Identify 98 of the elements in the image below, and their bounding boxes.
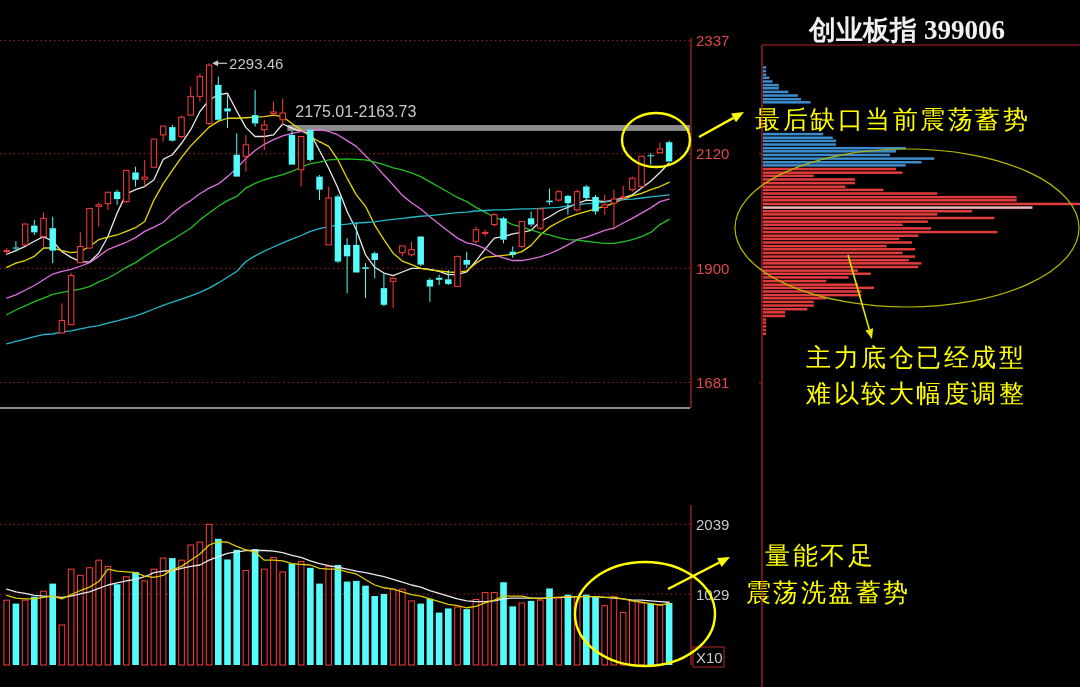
bar xyxy=(491,592,498,666)
bar xyxy=(537,599,544,666)
bar xyxy=(196,541,204,666)
bar xyxy=(77,574,84,666)
bar xyxy=(638,602,645,666)
bar xyxy=(763,206,1033,209)
bar xyxy=(592,596,599,665)
bar xyxy=(233,549,241,665)
bar xyxy=(463,609,471,665)
bar xyxy=(610,596,618,666)
tick-label: 2039 xyxy=(696,515,730,533)
bar xyxy=(399,588,406,666)
tick-label: 1900 xyxy=(696,259,730,277)
bar xyxy=(763,94,798,97)
bar xyxy=(509,606,517,665)
annotation: 2293.46 xyxy=(229,54,284,72)
bar xyxy=(763,248,916,251)
bar xyxy=(426,598,434,665)
bar xyxy=(178,559,185,666)
tick-label: 2337 xyxy=(696,32,730,50)
bar xyxy=(261,568,268,666)
bar xyxy=(215,538,222,665)
bar xyxy=(325,565,333,666)
bar xyxy=(481,592,489,666)
bar xyxy=(95,559,103,666)
bar xyxy=(123,576,130,666)
bar xyxy=(113,584,121,665)
tick-label: 2120 xyxy=(696,145,730,163)
annotation: 最后缺口当前震荡蓄势 xyxy=(755,104,1030,133)
tick-label: 1681 xyxy=(696,373,730,391)
bar xyxy=(279,571,287,666)
bar xyxy=(389,588,397,666)
bar xyxy=(763,321,767,324)
bar xyxy=(86,567,93,666)
bar xyxy=(472,598,480,666)
bar xyxy=(3,599,11,666)
bar xyxy=(12,603,20,665)
bar xyxy=(647,603,655,665)
bar xyxy=(242,570,250,666)
bar xyxy=(583,594,590,665)
bar xyxy=(555,597,563,666)
bar xyxy=(132,571,139,665)
band-label: 2175.01-2163.73 xyxy=(295,102,417,120)
bar xyxy=(408,600,415,666)
annotation: 量能不足 xyxy=(765,541,875,569)
bar xyxy=(307,567,314,665)
bar xyxy=(763,262,922,265)
bar xyxy=(371,596,379,665)
axis-unit: X10 xyxy=(692,646,725,668)
bar xyxy=(500,582,507,665)
bar xyxy=(763,73,767,76)
bar xyxy=(763,241,912,244)
bar xyxy=(518,602,526,666)
bar xyxy=(435,612,443,665)
bar xyxy=(380,593,388,665)
bar xyxy=(417,603,425,665)
bar xyxy=(141,580,149,666)
bar xyxy=(656,604,664,666)
bar xyxy=(546,588,553,665)
bar xyxy=(362,585,369,665)
bar xyxy=(67,568,75,666)
bar xyxy=(527,600,535,665)
bar xyxy=(150,568,158,666)
bar xyxy=(763,101,811,104)
bar xyxy=(224,559,231,665)
bar xyxy=(288,563,296,665)
bar xyxy=(31,596,38,665)
bar xyxy=(763,178,855,181)
annotation: 主力底仓已经成型 xyxy=(806,343,1026,371)
bar xyxy=(445,608,452,665)
bar xyxy=(454,606,461,666)
bar xyxy=(763,66,767,69)
bar xyxy=(58,624,66,666)
bar xyxy=(629,600,636,666)
annotation: 难以较大幅度调整 xyxy=(806,379,1026,407)
annotation: 震荡洗盘蓄势 xyxy=(745,578,911,606)
bar xyxy=(270,556,277,666)
bar xyxy=(763,157,935,160)
bar xyxy=(187,544,195,666)
bar xyxy=(763,304,814,307)
bar xyxy=(601,605,609,666)
bar xyxy=(763,325,767,328)
bar xyxy=(169,558,176,665)
bar xyxy=(763,332,767,335)
bar xyxy=(205,523,213,666)
bar xyxy=(104,565,112,666)
bar xyxy=(763,255,916,258)
bar xyxy=(297,561,305,666)
bar xyxy=(316,583,323,665)
bar xyxy=(343,581,351,665)
title: 创业板指 399006 xyxy=(809,15,1005,45)
bar xyxy=(159,557,167,666)
bar xyxy=(49,583,57,665)
bar xyxy=(21,599,29,666)
bar xyxy=(619,612,627,666)
bar xyxy=(763,171,903,174)
bar xyxy=(353,580,360,665)
bar xyxy=(40,590,47,666)
